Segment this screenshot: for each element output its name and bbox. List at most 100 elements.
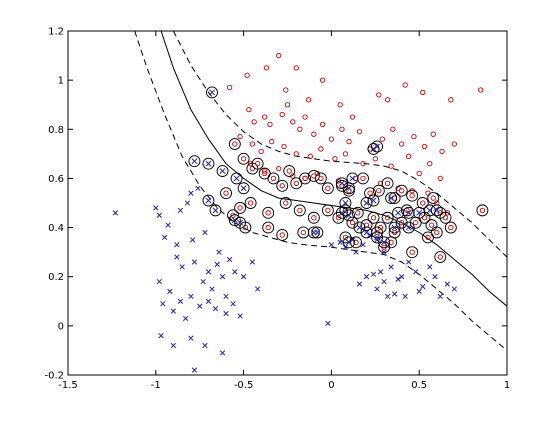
red-circle-point [367,190,373,196]
y-tick-label: 0.8 [48,125,64,136]
support-ring [402,206,415,219]
blue-x-point [174,254,180,260]
red-circle-point [404,207,410,214]
red-circle-point [409,249,415,255]
support-vector-red [321,204,334,217]
red-circle-point [384,180,391,186]
blue-x-point [395,209,402,216]
support-ring [314,172,327,185]
red-circle-point [437,175,443,182]
red-circle-point [276,165,282,172]
blue-x-point [427,264,433,270]
red-circle-point [284,102,291,108]
support-vector-red [381,211,394,224]
support-ring [228,214,241,227]
support-vector-blue [202,194,215,207]
blue-x-point [170,342,177,349]
red-circle-point [318,175,324,182]
support-vector-blue [343,236,355,249]
support-ring [307,170,320,182]
support-ring [188,155,201,168]
blue-x-point [314,229,321,236]
blue-x-point [219,168,226,175]
blue-x-point [195,185,201,191]
blue-x-point [182,315,189,322]
support-ring [357,172,369,185]
red-circle-point [406,153,412,159]
red-circle-point [265,210,271,216]
support-vector-red [406,189,419,202]
red-circle-point [442,215,449,221]
support-vector-red [283,165,296,178]
blue-x-point [188,293,194,300]
red-circle-point [379,136,385,142]
support-ring [335,177,348,190]
support-ring [206,86,218,99]
red-circle-point [262,170,268,177]
red-circle-point [226,84,233,91]
blue-x-point [402,293,408,300]
red-circle-point [398,188,405,194]
red-circle-point [478,87,484,93]
support-vector-blue [209,204,222,217]
red-circle-point [247,200,254,206]
blue-x-point [212,306,219,312]
red-circle-point [237,134,243,140]
support-ring [343,184,355,197]
blue-x-point [406,259,412,265]
support-ring [321,182,334,195]
blue-x-point [254,286,261,292]
support-ring [216,165,229,178]
blue-x-point [370,271,377,277]
support-ring [385,236,398,249]
support-ring [351,206,364,219]
support-ring [385,192,398,205]
blue-x-point [177,207,184,214]
blue-x-point [165,222,171,228]
y-tick-label: 0.2 [48,272,64,283]
red-circle-point [398,141,405,147]
support-ring [230,172,243,185]
support-ring [202,194,215,207]
blue-x-point [363,229,370,236]
red-circle-point [262,168,268,174]
blue-x-point [413,269,419,275]
red-circle-point [269,138,275,145]
blue-x-point [391,291,398,297]
support-ring [321,204,334,217]
support-ring [307,211,320,224]
support-vector-blue [206,86,218,99]
blue-x-point [342,244,349,250]
red-circle-point [302,175,308,182]
blue-x-point [377,269,384,275]
support-ring [279,197,292,209]
red-circle-point [439,148,445,155]
blue-x-point [112,210,119,216]
blue-x-point [381,278,387,285]
support-vector-red [234,201,247,214]
blue-x-point [432,274,438,280]
blue-x-point [374,286,380,292]
support-vector-red [434,251,447,264]
red-circle-point [430,131,436,137]
red-circle-point [451,141,457,147]
blue-x-point [167,288,173,295]
support-vector-red [444,221,457,234]
support-ring [422,231,434,244]
red-circle-point [319,121,326,128]
red-circle-point [328,136,335,142]
red-circle-point [230,212,236,218]
blue-x-point [370,197,377,204]
red-circle-point [448,97,454,103]
red-circle-point [479,207,486,214]
support-ring [311,226,324,239]
red-circle-point [247,161,254,167]
support-ring [395,184,408,197]
support-vector-blue [311,226,324,239]
red-circle-point [349,114,356,120]
red-circle-point [265,224,271,231]
blue-x-point [177,298,184,304]
red-circle-point [390,126,396,132]
blue-x-point [433,207,440,214]
blue-x-point [188,335,194,341]
